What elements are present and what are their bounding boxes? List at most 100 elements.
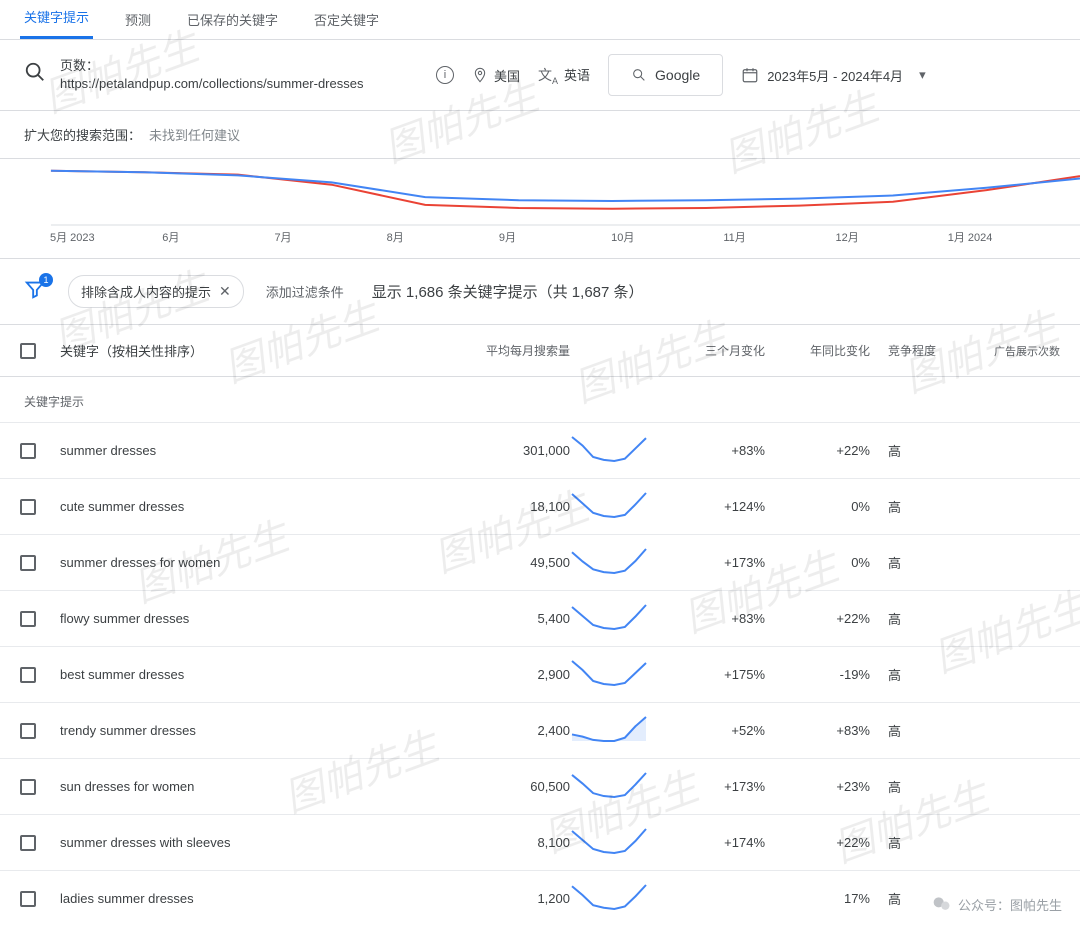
filter-icon[interactable]: 1 bbox=[24, 278, 46, 306]
tab-forecast[interactable]: 预测 bbox=[121, 0, 155, 39]
tab-saved[interactable]: 已保存的关键字 bbox=[183, 0, 282, 39]
m3-cell: +174% bbox=[660, 835, 765, 850]
table-row: sun dresses for women60,500+173%+23%高 bbox=[0, 758, 1080, 814]
network-button[interactable]: Google bbox=[608, 54, 723, 96]
filter-chip[interactable]: 排除含成人内容的提示 ✕ bbox=[68, 275, 244, 308]
network-icon bbox=[631, 67, 647, 83]
m3-cell: +173% bbox=[660, 555, 765, 570]
comp-cell: 高 bbox=[870, 441, 970, 460]
row-checkbox[interactable] bbox=[20, 499, 36, 515]
avg-cell: 8,100 bbox=[440, 835, 570, 850]
row-checkbox[interactable] bbox=[20, 723, 36, 739]
table-row: cute summer dresses18,100+124%0%高 bbox=[0, 478, 1080, 534]
filter-row: 1 排除含成人内容的提示 ✕ 添加过滤条件 显示 1,686 条关键字提示（共 … bbox=[0, 259, 1080, 325]
close-icon[interactable]: ✕ bbox=[219, 283, 231, 300]
keyword-cell[interactable]: best summer dresses bbox=[60, 667, 440, 682]
sparkline bbox=[570, 603, 648, 631]
avg-cell: 5,400 bbox=[440, 611, 570, 626]
keyword-cell[interactable]: trendy summer dresses bbox=[60, 723, 440, 738]
bottom-text: 公众号：图帕先生 bbox=[958, 895, 1062, 914]
filter-badge: 1 bbox=[39, 273, 53, 287]
keyword-cell[interactable]: sun dresses for women bbox=[60, 779, 440, 794]
table-body: summer dresses301,000+83%+22%高cute summe… bbox=[0, 422, 1080, 926]
trend-chart bbox=[0, 159, 1080, 229]
chevron-down-icon: ▾ bbox=[919, 67, 926, 83]
language-text: 英语 bbox=[564, 65, 590, 84]
language-filter[interactable]: 文A 英语 bbox=[538, 65, 590, 86]
table-row: ladies summer dresses1,20017%高 bbox=[0, 870, 1080, 926]
expand-bar: 扩大您的搜索范围： 未找到任何建议 bbox=[0, 111, 1080, 159]
tab-negative[interactable]: 否定关键字 bbox=[310, 0, 383, 39]
table-header: 关键字（按相关性排序） 平均每月搜索量 三个月变化 年同比变化 竞争程度 广告展… bbox=[0, 325, 1080, 377]
yy-cell: +22% bbox=[765, 835, 870, 850]
bottom-attribution: 公众号：图帕先生 bbox=[932, 894, 1062, 914]
avg-cell: 301,000 bbox=[440, 443, 570, 458]
header-ad[interactable]: 广告展示次数 bbox=[970, 343, 1060, 359]
yy-cell: 17% bbox=[765, 891, 870, 906]
date-text: 2023年5月 - 2024年4月 bbox=[767, 66, 903, 85]
yy-cell: +22% bbox=[765, 443, 870, 458]
avg-cell: 18,100 bbox=[440, 499, 570, 514]
yy-cell: 0% bbox=[765, 555, 870, 570]
tabs-bar: 关键字提示 预测 已保存的关键字 否定关键字 bbox=[0, 0, 1080, 40]
row-checkbox[interactable] bbox=[20, 555, 36, 571]
table-row: trendy summer dresses2,400+52%+83%高 bbox=[0, 702, 1080, 758]
sparkline bbox=[570, 715, 648, 743]
m3-cell: +83% bbox=[660, 443, 765, 458]
keyword-cell[interactable]: summer dresses bbox=[60, 443, 440, 458]
table-row: summer dresses for women49,500 +173%0%高 bbox=[0, 534, 1080, 590]
keyword-cell[interactable]: flowy summer dresses bbox=[60, 611, 440, 626]
sparkline bbox=[570, 659, 648, 687]
info-icon[interactable]: i bbox=[436, 66, 454, 84]
header-comp[interactable]: 竞争程度 bbox=[870, 342, 970, 359]
m3-cell: +175% bbox=[660, 667, 765, 682]
select-all-checkbox[interactable] bbox=[20, 343, 36, 359]
expand-hint: 未找到任何建议 bbox=[149, 125, 240, 144]
header-avg[interactable]: 平均每月搜索量 bbox=[440, 342, 570, 359]
header-keyword[interactable]: 关键字（按相关性排序） bbox=[60, 341, 440, 360]
comp-cell: 高 bbox=[870, 721, 970, 740]
yy-cell: 0% bbox=[765, 499, 870, 514]
network-text: Google bbox=[655, 67, 700, 83]
pin-icon bbox=[472, 67, 488, 83]
yy-cell: +22% bbox=[765, 611, 870, 626]
expand-label: 扩大您的搜索范围： bbox=[24, 125, 141, 144]
row-checkbox[interactable] bbox=[20, 667, 36, 683]
row-checkbox[interactable] bbox=[20, 779, 36, 795]
comp-cell: 高 bbox=[870, 497, 970, 516]
header-yy[interactable]: 年同比变化 bbox=[765, 342, 870, 359]
m3-cell: +83% bbox=[660, 611, 765, 626]
comp-cell: 高 bbox=[870, 553, 970, 572]
chart-area: 5月 20236月7月8月9月10月11月12月1月 2024 bbox=[0, 159, 1080, 259]
keyword-cell[interactable]: summer dresses for women bbox=[60, 555, 440, 570]
avg-cell: 2,400 bbox=[440, 723, 570, 738]
search-icon bbox=[24, 61, 46, 89]
row-checkbox[interactable] bbox=[20, 611, 36, 627]
search-block[interactable]: 页数： https://petalandpup.com/collections/… bbox=[24, 57, 454, 93]
toolbar: 页数： https://petalandpup.com/collections/… bbox=[0, 40, 1080, 111]
comp-cell: 高 bbox=[870, 777, 970, 796]
location-filter[interactable]: 美国 bbox=[472, 66, 520, 85]
table-row: flowy summer dresses5,400+83%+22%高 bbox=[0, 590, 1080, 646]
row-checkbox[interactable] bbox=[20, 443, 36, 459]
section-label: 关键字提示 bbox=[0, 377, 1080, 422]
add-filter-link[interactable]: 添加过滤条件 bbox=[266, 282, 344, 301]
row-checkbox[interactable] bbox=[20, 835, 36, 851]
comp-cell: 高 bbox=[870, 665, 970, 684]
keyword-cell[interactable]: summer dresses with sleeves bbox=[60, 835, 440, 850]
keyword-cell[interactable]: cute summer dresses bbox=[60, 499, 440, 514]
showing-text: 显示 1,686 条关键字提示（共 1,687 条） bbox=[372, 281, 644, 302]
avg-cell: 49,500 bbox=[440, 555, 570, 570]
row-checkbox[interactable] bbox=[20, 891, 36, 907]
wechat-icon bbox=[932, 894, 952, 914]
avg-cell: 60,500 bbox=[440, 779, 570, 794]
table-row: summer dresses301,000 +83%+22%高 bbox=[0, 422, 1080, 478]
sparkline bbox=[570, 491, 648, 519]
m3-cell: +173% bbox=[660, 779, 765, 794]
avg-cell: 1,200 bbox=[440, 891, 570, 906]
keyword-cell[interactable]: ladies summer dresses bbox=[60, 891, 440, 906]
header-3m[interactable]: 三个月变化 bbox=[660, 342, 765, 359]
avg-cell: 2,900 bbox=[440, 667, 570, 682]
tab-keyword-ideas[interactable]: 关键字提示 bbox=[20, 0, 93, 39]
date-range[interactable]: 2023年5月 - 2024年4月 ▾ bbox=[741, 66, 925, 85]
